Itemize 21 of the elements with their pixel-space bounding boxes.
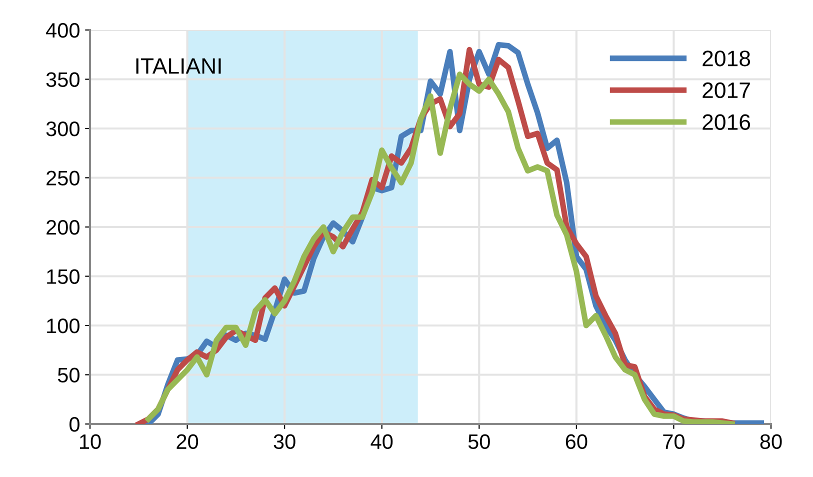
y-tick-label: 350 xyxy=(46,72,80,88)
x-tick-label: 30 xyxy=(274,434,296,450)
x-tick-label: 60 xyxy=(566,434,588,450)
legend-label: 2017 xyxy=(702,82,750,98)
text: ITALIANI xyxy=(136,58,221,74)
y-tick-label: 200 xyxy=(46,220,80,235)
x-tick-label: 70 xyxy=(663,434,684,450)
x-tick-label: 10 xyxy=(80,434,101,450)
y-tick-label: 150 xyxy=(47,269,80,284)
legend-label: 2016 xyxy=(702,114,750,130)
x-tick-label: 80 xyxy=(760,434,782,450)
x-tick-label: 50 xyxy=(468,434,490,450)
y-tick-label: 50 xyxy=(58,368,80,383)
y-tick-label: 250 xyxy=(46,170,80,186)
y-tick-label: 100 xyxy=(47,318,80,334)
y-tick-label: 300 xyxy=(46,122,80,136)
y-tick-label: 0 xyxy=(70,417,80,432)
x-tick-label: 40 xyxy=(370,434,393,450)
y-tick-label: 400 xyxy=(46,23,80,38)
legend-label: 2018 xyxy=(702,50,750,66)
x-tick-label: 20 xyxy=(176,434,198,450)
